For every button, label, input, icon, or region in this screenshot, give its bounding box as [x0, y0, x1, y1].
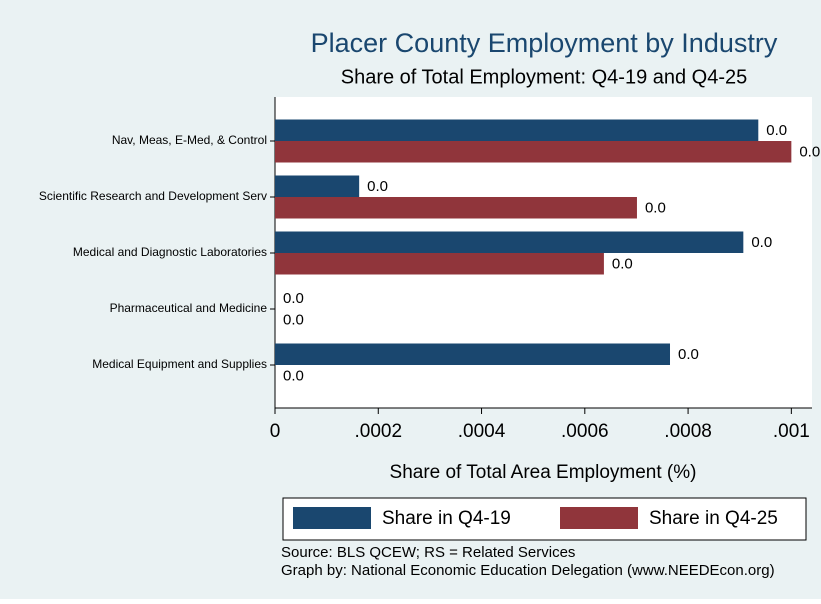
- x-axis-title: Share of Total Area Employment (%): [390, 462, 697, 483]
- bar: [275, 175, 360, 197]
- value-label: 0.0: [751, 234, 772, 251]
- bar: [275, 197, 637, 219]
- credit-note: Graph by: National Economic Education De…: [281, 562, 775, 579]
- value-label: 0.0: [678, 346, 699, 363]
- value-label: 0.0: [283, 312, 304, 329]
- y-tick-label: Nav, Meas, E-Med, & Control: [112, 133, 267, 147]
- bar: [275, 119, 759, 141]
- y-tick-label: Scientific Research and Development Serv: [39, 189, 267, 203]
- x-tick-label: .0002: [354, 421, 402, 442]
- value-label: 0.0: [799, 144, 820, 161]
- legend-swatch: [293, 507, 371, 529]
- source-note: Source: BLS QCEW; RS = Related Services: [281, 544, 575, 561]
- x-tick-label: .0006: [561, 421, 609, 442]
- y-tick-label: Medical Equipment and Supplies: [92, 357, 267, 371]
- x-tick-label: .0008: [664, 421, 712, 442]
- bar: [275, 141, 792, 163]
- y-tick-label: Medical and Diagnostic Laboratories: [73, 245, 267, 259]
- bar: [275, 253, 604, 275]
- legend-label: Share in Q4-19: [382, 508, 511, 529]
- value-label: 0.0: [367, 178, 388, 195]
- value-label: 0.0: [766, 122, 787, 139]
- legend-label: Share in Q4-25: [649, 508, 778, 529]
- value-label: 0.0: [645, 200, 666, 217]
- x-tick-label: 0: [270, 421, 281, 442]
- value-label: 0.0: [283, 290, 304, 307]
- value-label: 0.0: [612, 256, 633, 273]
- bar: [275, 231, 744, 253]
- x-tick-label: .0004: [458, 421, 506, 442]
- chart-subtitle: Share of Total Employment: Q4-19 and Q4-…: [341, 66, 748, 88]
- y-tick-label: Pharmaceutical and Medicine: [110, 301, 268, 315]
- value-label: 0.0: [283, 368, 304, 385]
- x-tick-label: .001: [773, 421, 810, 442]
- chart-title: Placer County Employment by Industry: [311, 28, 778, 58]
- legend-swatch: [560, 507, 638, 529]
- bar: [275, 343, 671, 365]
